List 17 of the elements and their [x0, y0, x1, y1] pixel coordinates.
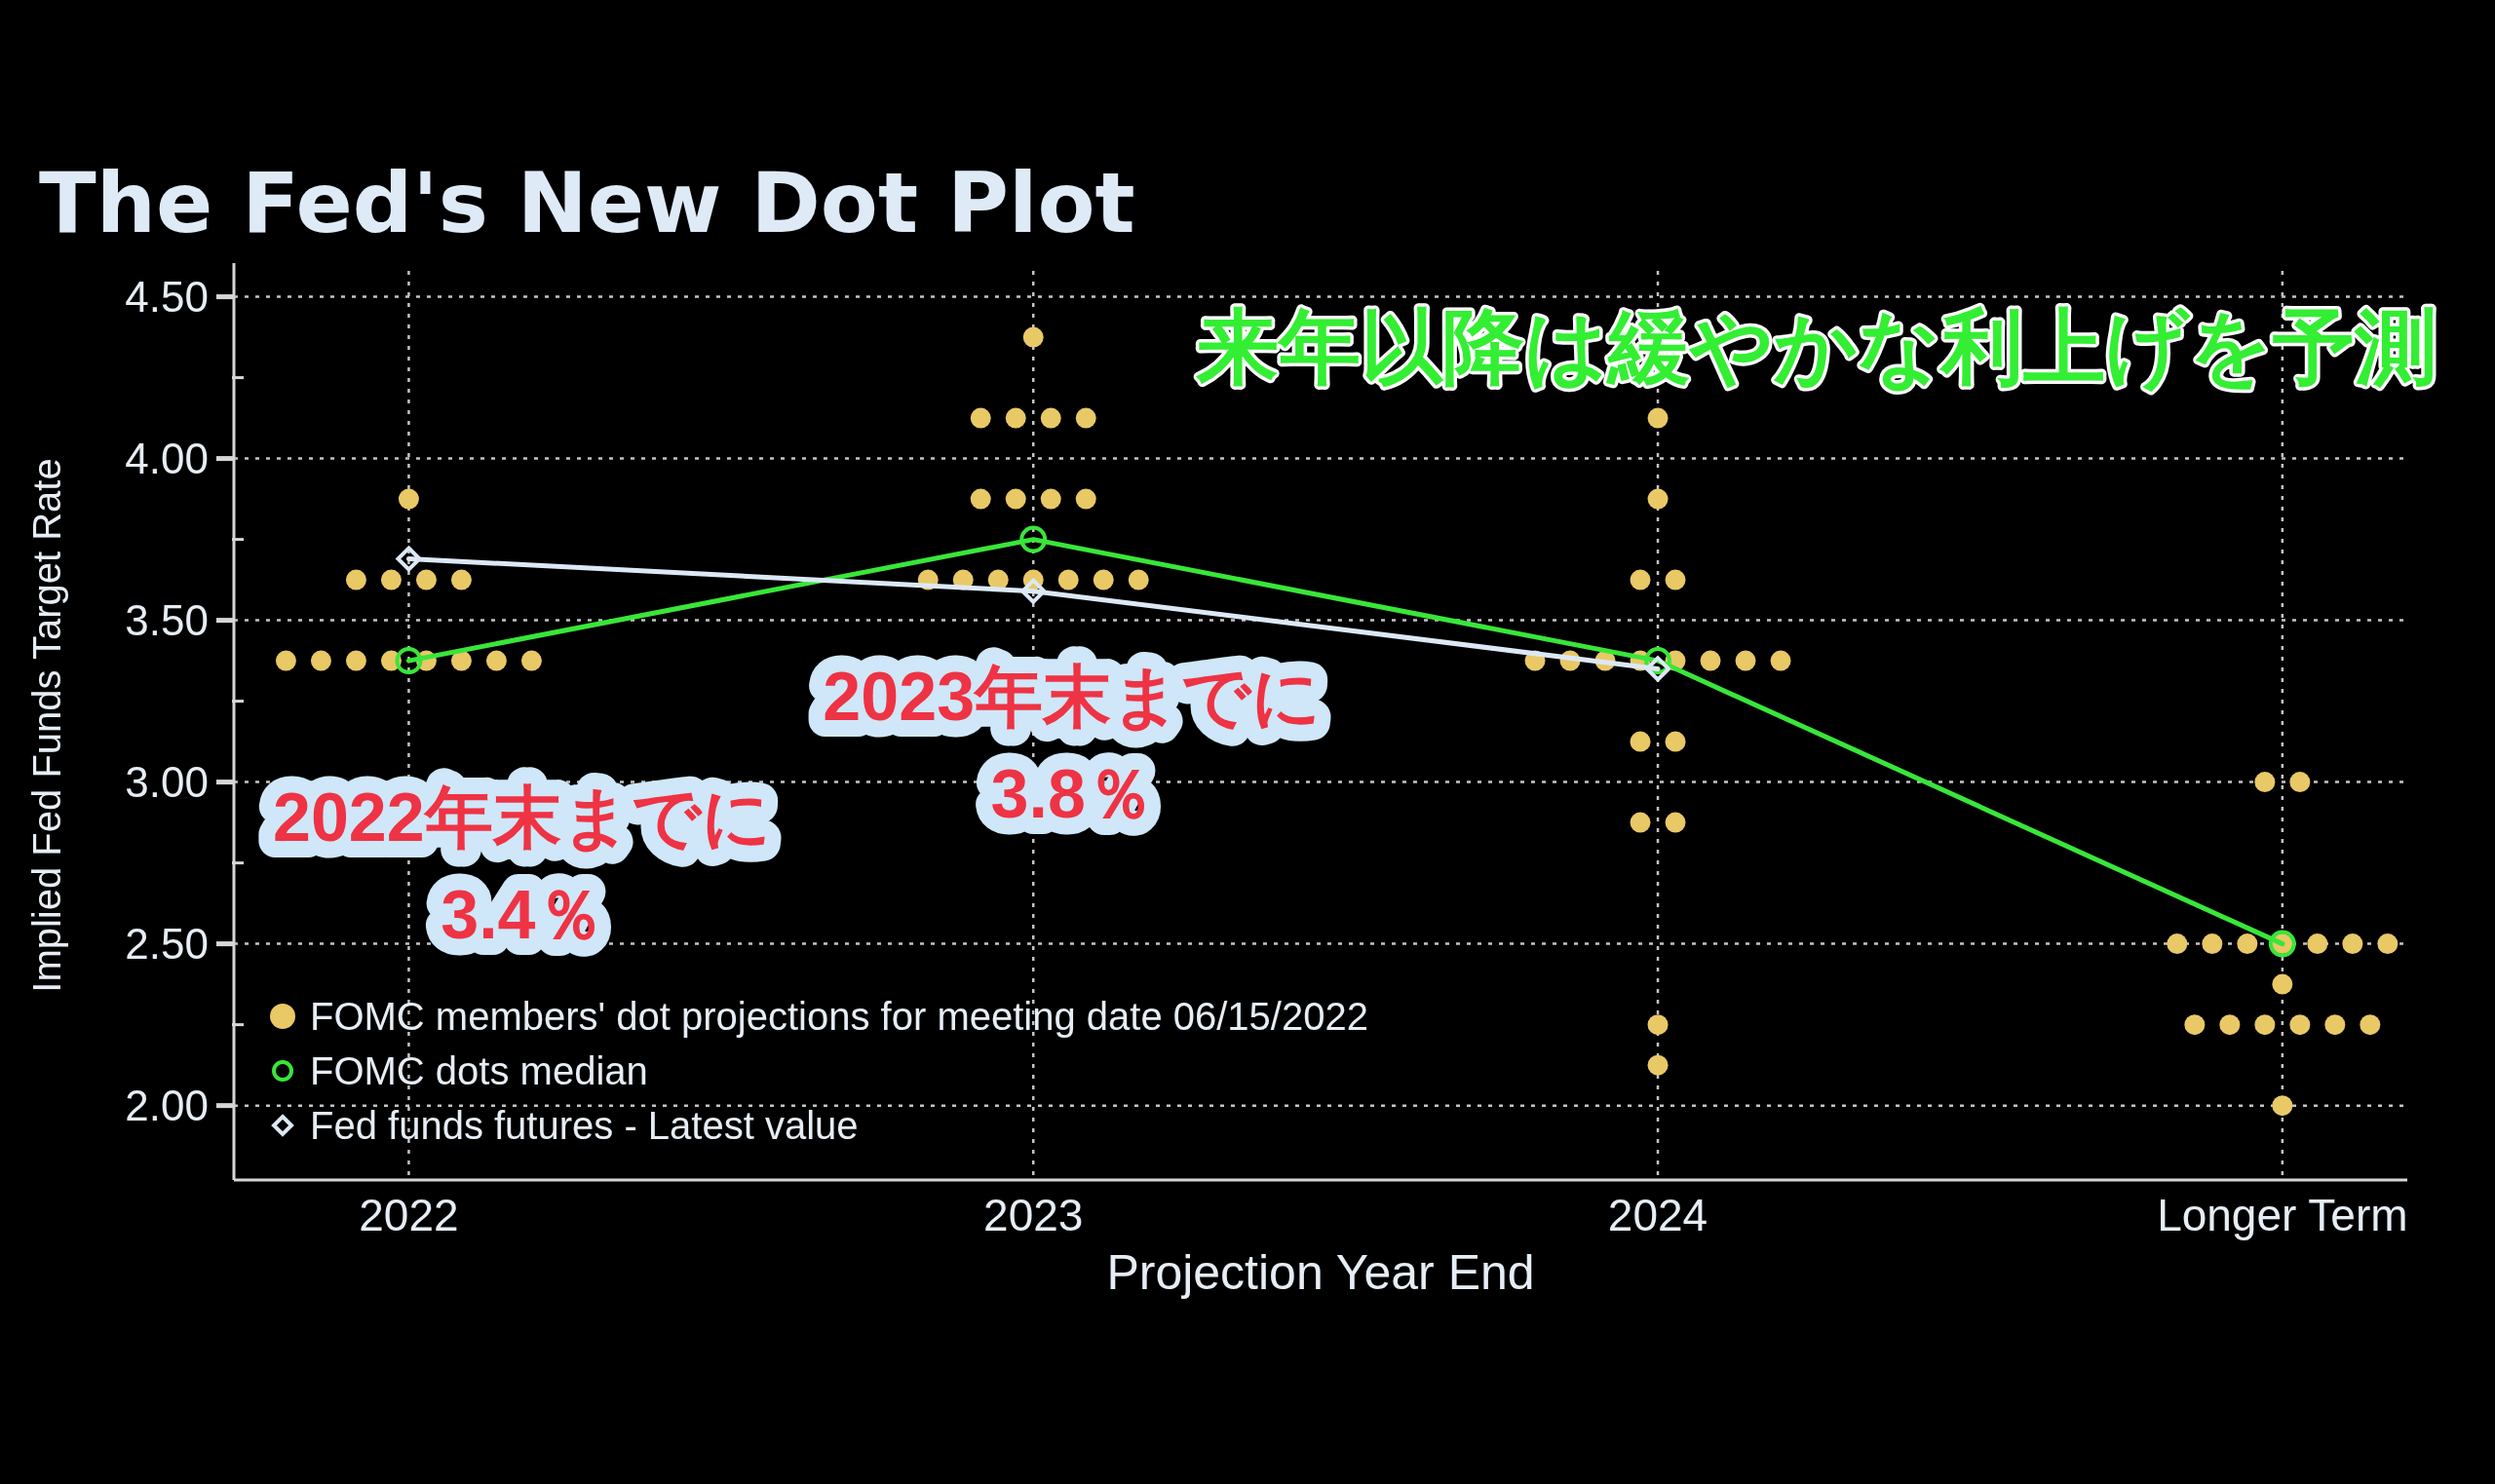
x-tick-label: 2024 — [1607, 1190, 1708, 1240]
legend-label: FOMC dots median — [310, 1049, 648, 1092]
y-tick-label: 3.50 — [125, 595, 209, 644]
y-tick-label: 3.00 — [125, 757, 209, 806]
x-tick-label: Longer Term — [2157, 1190, 2408, 1240]
chart-title: The Fed's New Dot Plot — [39, 154, 1135, 251]
y-axis-title: Implied Fed Funds Target Rate — [25, 458, 68, 993]
y-tick-label: 4.50 — [125, 272, 209, 321]
legend-label: FOMC members' dot projections for meeting date 06/15/2022 — [310, 995, 1368, 1038]
y-tick-label: 4.00 — [125, 434, 209, 482]
y-tick-label: 2.50 — [125, 919, 209, 968]
x-axis-title: Projection Year End — [1106, 1245, 1535, 1300]
legend-label: Fed funds futures - Latest value — [310, 1104, 859, 1147]
y-tick-label: 2.00 — [125, 1081, 209, 1129]
annotation: 来年以降は緩やかな利上げを予測 — [1195, 299, 2437, 395]
x-tick-label: 2022 — [359, 1190, 459, 1240]
x-tick-label: 2023 — [983, 1190, 1084, 1240]
